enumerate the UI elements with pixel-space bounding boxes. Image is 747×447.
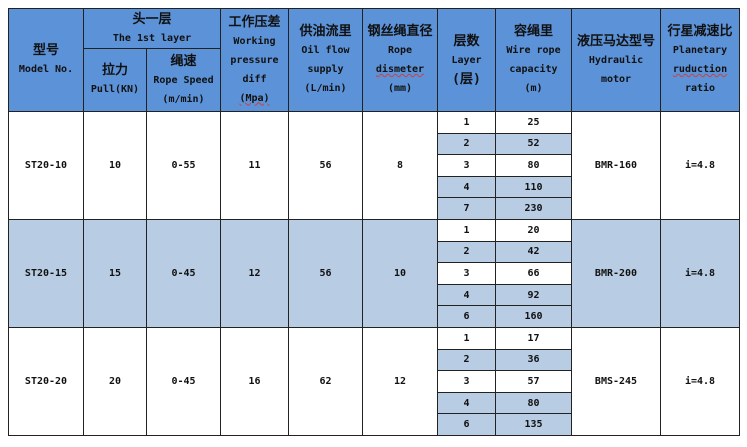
cell-layer: 3 (437, 154, 496, 177)
cell-capacity: 36 (495, 348, 572, 372)
header-rope-diameter: 钢丝绳直径 Rope dismeter (mm) (362, 8, 438, 112)
cell-pressure: 16 (220, 326, 289, 436)
table-row: 6 160 (9, 305, 740, 328)
cell-layer: 7 (437, 197, 496, 220)
cell-capacity: 25 (495, 111, 572, 134)
cell-model: ST20-20 (8, 326, 84, 436)
table-row: 2 42 (9, 240, 740, 264)
cell-capacity: 80 (495, 391, 572, 415)
cell-layer: 2 (437, 132, 496, 156)
header-layer: 层数 Layer (层) (437, 8, 496, 112)
cell-model: ST20-10 (8, 111, 84, 220)
cell-layer: 1 (437, 218, 496, 242)
table-row: 2 52 (9, 132, 740, 156)
cell-capacity: 92 (495, 283, 572, 307)
cell-flow: 56 (288, 218, 363, 328)
table-row: 3 80 (9, 154, 740, 177)
table-row: ST20-10 10 0-55 11 56 8 1 25 BMR-160 i=4.8 (8, 111, 740, 220)
cell-layer: 6 (437, 413, 496, 436)
spec-table: 型号 Model No. 头一层 The 1st layer 工作压差 Working… (8, 8, 740, 436)
cell-motor: BMR-160 (571, 111, 661, 220)
cell-speed: 0-45 (146, 326, 221, 436)
cell-pull: 10 (83, 111, 147, 220)
cell-flow: 56 (288, 111, 363, 220)
cell-capacity: 52 (495, 132, 572, 156)
table-row: 4 110 (9, 175, 740, 199)
table-row: ST20-15 15 0-45 12 56 10 1 20 BMR-200 i=4.8 (8, 218, 740, 328)
cell-capacity: 160 (495, 305, 572, 328)
table-row: 3 66 (9, 262, 740, 285)
cell-layer: 1 (437, 326, 496, 350)
cell-capacity: 17 (495, 326, 572, 350)
cell-dia: 10 (362, 218, 438, 328)
header-ratio: 行星减速比 Planetary ruduction ratio (660, 8, 740, 112)
cell-speed: 0-55 (146, 111, 221, 220)
cell-layer: 4 (437, 175, 496, 199)
cell-speed: 0-45 (146, 218, 221, 328)
cell-motor: BMS-245 (571, 326, 661, 436)
cell-pull: 15 (83, 218, 147, 328)
cell-dia: 12 (362, 326, 438, 436)
cell-ratio: i=4.8 (660, 326, 740, 436)
cell-layer: 2 (437, 348, 496, 372)
header-rope-speed: 绳速 Rope Speed (m/min) (146, 48, 221, 112)
cell-pull: 20 (83, 326, 147, 436)
cell-ratio: i=4.8 (660, 218, 740, 328)
table-row: 6 135 (9, 413, 740, 436)
cell-model: ST20-15 (8, 218, 84, 328)
cell-capacity: 20 (495, 218, 572, 242)
table-row: 3 57 (9, 370, 740, 393)
cell-layer: 3 (437, 262, 496, 285)
cell-flow: 62 (288, 326, 363, 436)
cell-pressure: 11 (220, 111, 289, 220)
cell-layer: 4 (437, 283, 496, 307)
cell-layer: 2 (437, 240, 496, 264)
cell-capacity: 57 (495, 370, 572, 393)
header-pressure: 工作压差 Working pressure diff (Mpa) (220, 8, 289, 112)
header-capacity: 容绳里 Wire rope capacity (m) (495, 8, 572, 112)
table-row: ST20-20 20 0-45 16 62 12 1 17 BMS-245 i=4.8 (8, 326, 740, 436)
table-row: 7 230 (9, 197, 740, 220)
table-row: 4 92 (9, 283, 740, 307)
cell-layer: 6 (437, 305, 496, 328)
cell-capacity: 80 (495, 154, 572, 177)
cell-capacity: 230 (495, 197, 572, 220)
cell-dia: 8 (362, 111, 438, 220)
header-motor: 液压马达型号 Hydraulic motor (571, 8, 661, 112)
table-row: 4 80 (9, 391, 740, 415)
cell-capacity: 110 (495, 175, 572, 199)
cell-ratio: i=4.8 (660, 111, 740, 220)
header-model: 型号 Model No. (8, 8, 84, 112)
cell-capacity: 42 (495, 240, 572, 264)
header-first-layer: 头一层 The 1st layer (83, 8, 221, 49)
cell-capacity: 66 (495, 262, 572, 285)
header-oil-flow: 供油流里 Oil flow supply (L/min) (288, 8, 363, 112)
cell-layer: 3 (437, 370, 496, 393)
cell-layer: 1 (437, 111, 496, 134)
cell-motor: BMR-200 (571, 218, 661, 328)
cell-pressure: 12 (220, 218, 289, 328)
cell-layer: 4 (437, 391, 496, 415)
header-pull: 拉力 Pull(KN) (83, 48, 147, 112)
cell-capacity: 135 (495, 413, 572, 436)
